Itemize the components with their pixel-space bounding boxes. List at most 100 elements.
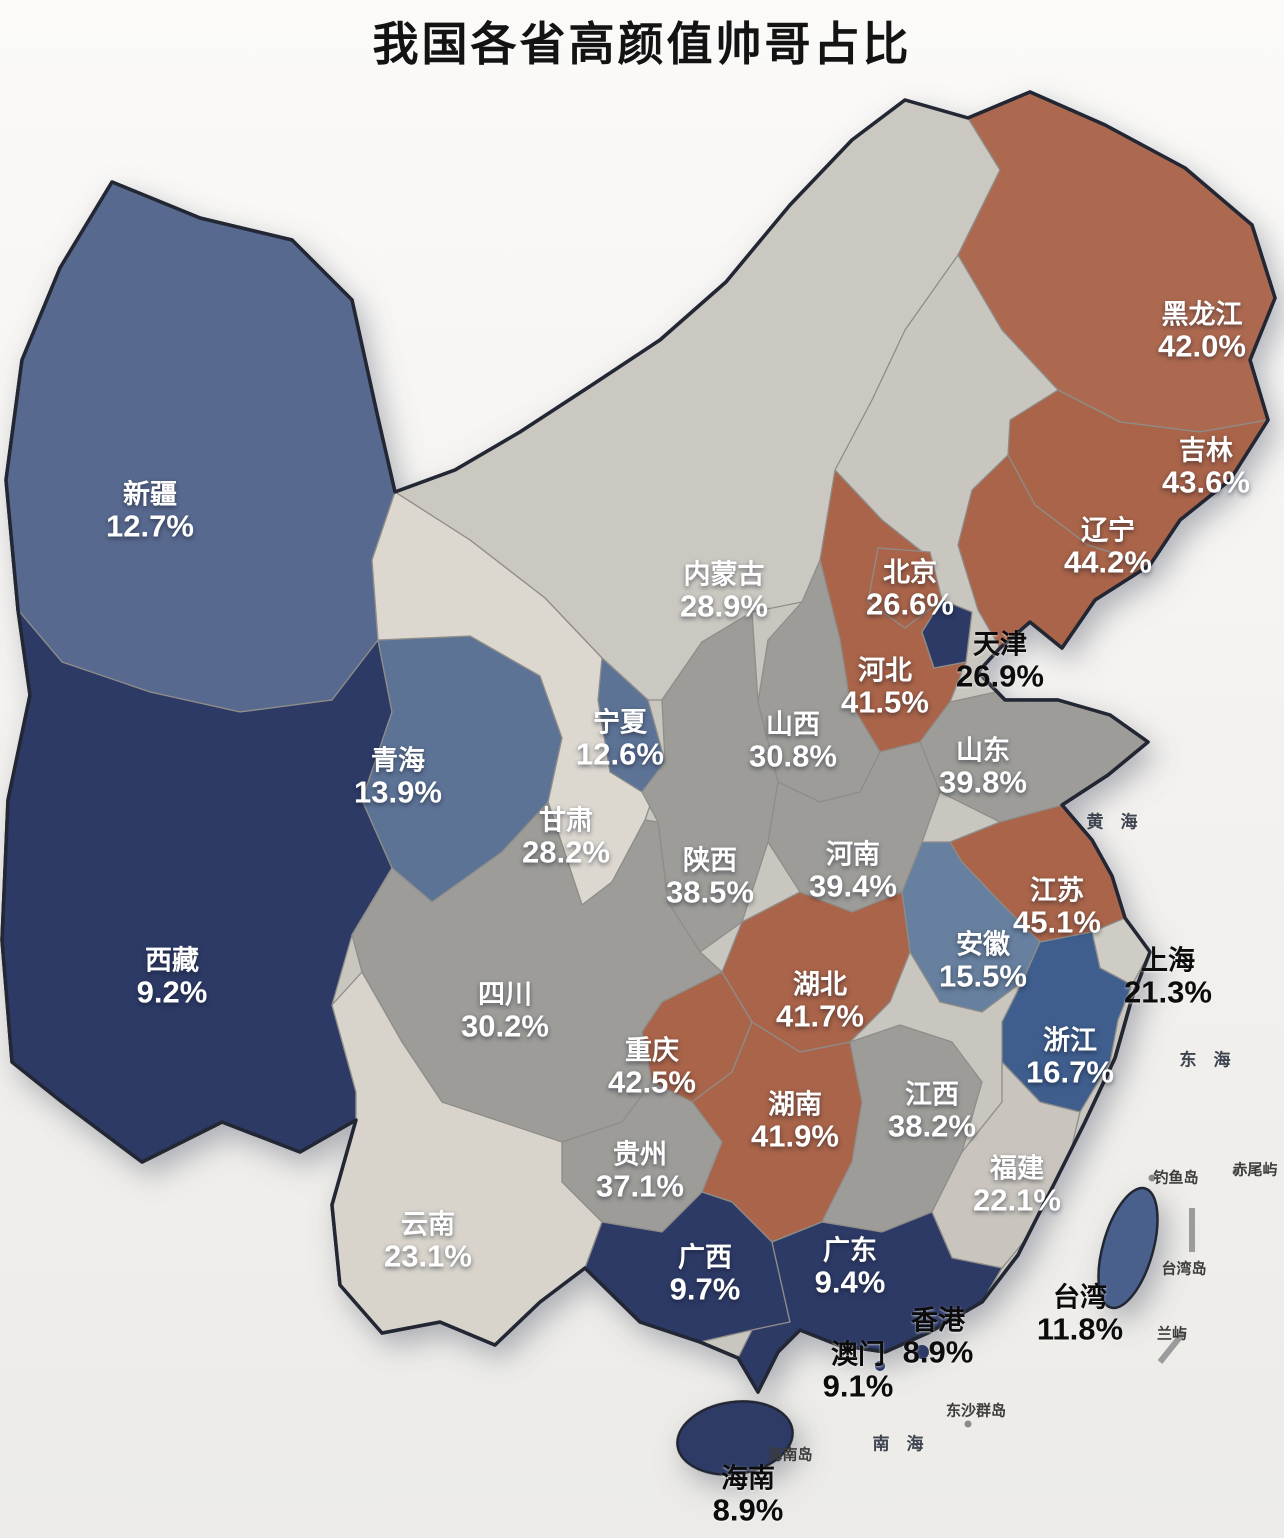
province-value: 37.1%	[596, 1168, 684, 1204]
island-label-lanyu: 兰屿	[1156, 1325, 1188, 1343]
province-value: 41.5%	[841, 684, 929, 720]
province-name: 山西	[766, 709, 820, 740]
label-fujian: 福建 22.1%	[973, 1154, 1061, 1219]
province-value: 9.7%	[669, 1271, 741, 1307]
province-name: 黑龙江	[1161, 299, 1243, 330]
label-heilongjiang: 黑龙江 42.0%	[1158, 300, 1246, 365]
label-ningxia: 宁夏 12.6%	[576, 708, 664, 773]
label-henan: 河南 39.4%	[809, 840, 897, 905]
province-name: 湖北	[793, 969, 847, 1000]
province-value: 38.5%	[666, 874, 754, 910]
province-name: 青海	[371, 745, 425, 776]
boundary-dash	[1157, 1330, 1187, 1364]
label-jilin: 吉林 43.6%	[1162, 436, 1250, 501]
label-xinjiang: 新疆 12.7%	[106, 480, 194, 545]
province-regions	[2, 92, 1275, 1392]
label-hunan: 湖南 41.9%	[751, 1090, 839, 1155]
province-name: 辽宁	[1081, 515, 1135, 546]
province-name: 广东	[822, 1235, 877, 1266]
province-value: 43.6%	[1162, 464, 1250, 500]
province-value: 22.1%	[973, 1182, 1061, 1218]
province-value: 26.6%	[866, 586, 954, 622]
province-value: 28.9%	[680, 588, 768, 624]
label-hainan: 海南 8.9%	[713, 1464, 784, 1529]
province-name: 上海	[1141, 945, 1195, 976]
label-macau: 澳门 9.1%	[823, 1340, 894, 1405]
page-title: 我国各省高颜值帅哥占比	[372, 18, 912, 70]
province-name: 浙江	[1043, 1025, 1097, 1056]
label-hubei: 湖北 41.7%	[776, 970, 864, 1035]
label-jiangxi: 江西 38.2%	[888, 1080, 976, 1145]
label-taiwan: 台湾 11.8%	[1037, 1283, 1123, 1348]
label-shanxi: 山西 30.8%	[749, 710, 837, 775]
province-name: 天津	[973, 629, 1027, 660]
province-value: 8.9%	[902, 1334, 974, 1370]
province-name: 福建	[990, 1153, 1044, 1184]
province-name: 宁夏	[593, 707, 647, 738]
province-value: 11.8%	[1036, 1311, 1124, 1347]
province-name: 内蒙古	[683, 559, 765, 590]
province-value: 8.9%	[712, 1492, 784, 1528]
province-name: 北京	[883, 557, 937, 588]
province-name: 河北	[858, 655, 912, 686]
province-name: 海南	[720, 1463, 775, 1494]
island-label-chiweiyu: 赤尾屿	[1232, 1161, 1278, 1179]
province-name: 江西	[905, 1079, 959, 1110]
province-name: 广西	[677, 1242, 732, 1273]
label-guizhou: 贵州 37.1%	[596, 1140, 684, 1205]
island-label-diaoyudao: 钓鱼岛	[1153, 1169, 1199, 1187]
province-name: 西藏	[144, 945, 199, 976]
label-beijing: 北京 26.6%	[866, 558, 954, 623]
label-zhejiang: 浙江 16.7%	[1026, 1026, 1114, 1091]
province-value: 41.7%	[776, 998, 864, 1034]
province-value: 44.2%	[1064, 544, 1152, 580]
province-value: 16.7%	[1026, 1054, 1114, 1090]
province-value: 42.5%	[608, 1064, 696, 1100]
chiwei-island-dot	[1232, 1168, 1240, 1176]
province-value: 9.2%	[136, 974, 208, 1010]
province-value: 38.2%	[888, 1108, 976, 1144]
label-sichuan: 四川 30.2%	[461, 980, 549, 1045]
label-tianjin: 天津 26.9%	[956, 630, 1044, 695]
label-qinghai: 青海 13.9%	[354, 746, 442, 811]
label-xizang: 西藏 9.2%	[137, 946, 208, 1011]
province-name: 四川	[478, 979, 532, 1010]
province-value: 23.1%	[384, 1238, 472, 1274]
province-name: 河南	[826, 839, 880, 870]
province-name: 新疆	[123, 479, 177, 510]
label-guangxi: 广西 9.7%	[670, 1243, 741, 1308]
province-name: 江苏	[1030, 875, 1084, 906]
label-guangdong: 广东 9.4%	[815, 1236, 886, 1301]
label-shaanxi: 陕西 38.5%	[666, 846, 754, 911]
province-value: 30.2%	[461, 1008, 549, 1044]
sea-label-east-sea: 东 海	[1179, 1050, 1231, 1070]
label-shandong: 山东 39.8%	[939, 736, 1027, 801]
region-zhejiang	[1001, 931, 1133, 1113]
diaoyu-island-dot	[1148, 1174, 1156, 1182]
province-name: 吉林	[1179, 435, 1233, 466]
region-hainan	[676, 1400, 794, 1476]
dongsha-island-dot	[964, 1420, 972, 1428]
province-name: 澳门	[830, 1339, 885, 1370]
label-shanghai: 上海 21.3%	[1124, 946, 1212, 1011]
province-value: 42.0%	[1158, 328, 1246, 364]
region-beijing	[867, 547, 943, 629]
island-label-dongsha: 东沙群岛	[945, 1402, 1007, 1420]
country-silhouette	[0, 90, 1277, 1476]
label-neimenggu: 内蒙古 28.9%	[680, 560, 768, 625]
region-taiwan	[1097, 1186, 1159, 1310]
label-chongqing: 重庆 42.5%	[608, 1036, 696, 1101]
province-value: 41.9%	[751, 1118, 839, 1154]
province-value: 26.9%	[956, 658, 1044, 694]
sea-label-south-sea: 南 海	[872, 1434, 924, 1454]
sea-label-yellow-sea: 黄 海	[1086, 812, 1138, 832]
province-value: 45.1%	[1013, 904, 1101, 940]
province-value: 15.5%	[939, 958, 1027, 994]
province-name: 台湾	[1052, 1282, 1107, 1313]
province-name: 重庆	[625, 1035, 679, 1066]
label-liaoning: 辽宁 44.2%	[1064, 516, 1152, 581]
province-name: 香港	[910, 1305, 965, 1336]
province-value: 28.2%	[522, 834, 610, 870]
